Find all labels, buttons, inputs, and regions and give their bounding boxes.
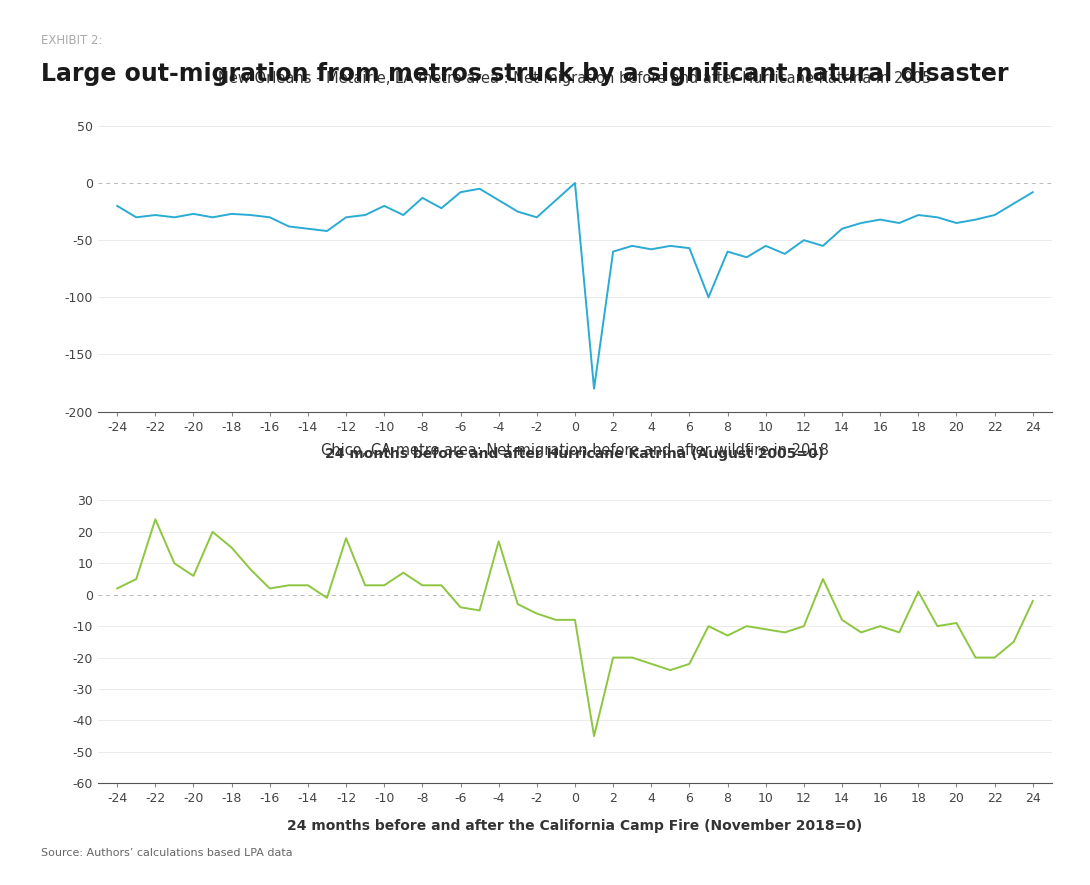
X-axis label: 24 months before and after Hurricane Katrina (August 2005=0): 24 months before and after Hurricane Kat… xyxy=(326,448,824,461)
Text: Large out-migration from metros struck by a significant natural disaster: Large out-migration from metros struck b… xyxy=(41,62,1009,86)
Text: EXHIBIT 2:: EXHIBIT 2: xyxy=(41,34,102,47)
Title: New Orleans - Metairie, LA metro area : Net migration before and after Hurricane: New Orleans - Metairie, LA metro area : … xyxy=(218,72,932,87)
Title: Chico, CA metro area: Net migration before and after wildfire in 2018: Chico, CA metro area: Net migration befo… xyxy=(322,443,828,458)
X-axis label: 24 months before and after the California Camp Fire (November 2018=0): 24 months before and after the Californi… xyxy=(288,820,862,833)
Text: Source: Authors’ calculations based LPA data: Source: Authors’ calculations based LPA … xyxy=(41,849,293,858)
